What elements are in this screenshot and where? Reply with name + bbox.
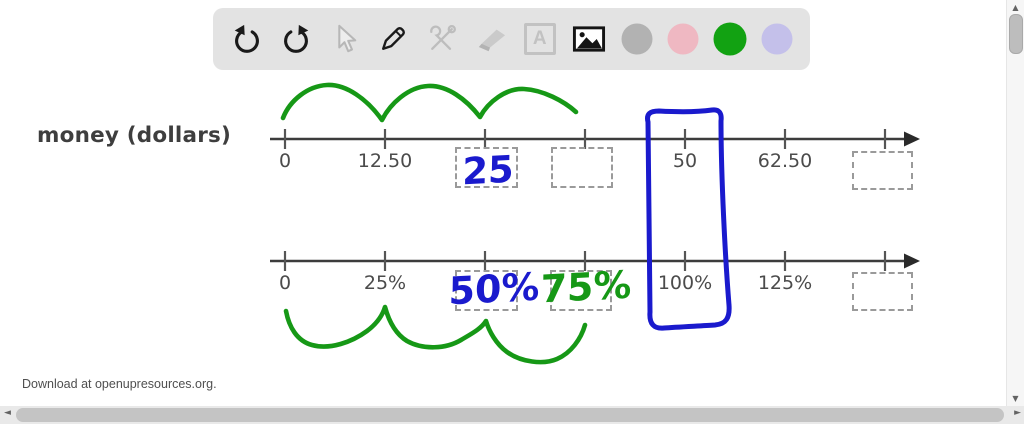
crossed-tools-icon <box>430 25 456 50</box>
color-swatch-green[interactable] <box>713 19 747 59</box>
bottom-tick-100: 100% <box>657 272 713 294</box>
answer-box-dollars-end <box>852 151 913 190</box>
top-number-line <box>270 129 920 149</box>
scroll-left-arrow-icon[interactable]: ◄ <box>4 408 11 418</box>
top-tick-12-50: 12.50 <box>357 150 413 172</box>
color-swatch-gray[interactable] <box>620 19 654 59</box>
image-icon <box>572 26 605 52</box>
answer-box-dollars-25 <box>455 147 518 188</box>
bottom-tick-25: 25% <box>363 272 407 294</box>
text-tool-icon: A <box>523 23 556 55</box>
vertical-scrollbar[interactable]: ▲ ▼ <box>1006 0 1024 406</box>
top-tick-50: 50 <box>672 150 698 172</box>
eraser-icon <box>478 29 505 52</box>
tools-button[interactable] <box>424 19 460 59</box>
vertical-scrollbar-thumb[interactable] <box>1009 14 1023 54</box>
horizontal-scrollbar[interactable]: ◄ ► <box>0 406 1024 424</box>
bottom-tick-125: 125% <box>757 272 813 294</box>
green-brace-bottom <box>283 304 588 365</box>
gray-color-icon <box>621 23 653 55</box>
insert-image-button[interactable] <box>571 19 607 59</box>
scroll-right-arrow-icon[interactable]: ► <box>1014 408 1021 418</box>
axis-label-money: money (dollars) <box>37 123 232 148</box>
answer-box-percent-50 <box>455 270 518 311</box>
lavender-color-icon <box>761 23 793 55</box>
cursor-icon <box>338 24 357 53</box>
select-cursor-button[interactable] <box>327 19 363 59</box>
bottom-number-line <box>270 251 920 271</box>
pen-icon <box>382 27 406 50</box>
pen-tool-button[interactable] <box>375 19 411 59</box>
drawing-toolbar: A <box>213 8 810 70</box>
color-swatch-pink[interactable] <box>666 19 700 59</box>
answer-box-dollars-blank <box>551 147 613 188</box>
eraser-button[interactable] <box>473 19 509 59</box>
pink-color-icon <box>667 23 699 55</box>
horizontal-scrollbar-thumb[interactable] <box>16 408 1004 422</box>
text-tool-button[interactable]: A <box>522 19 558 59</box>
download-note: Download at openupresources.org. <box>22 377 217 391</box>
undo-icon <box>234 24 259 53</box>
top-tick-62-50: 62.50 <box>757 150 813 172</box>
color-swatch-lavender[interactable] <box>760 19 794 59</box>
answer-box-percent-75 <box>550 270 612 311</box>
bottom-tick-0: 0 <box>278 272 292 294</box>
top-tick-0: 0 <box>278 150 292 172</box>
green-color-icon <box>713 22 747 56</box>
redo-button[interactable] <box>278 19 314 59</box>
scroll-up-arrow-icon[interactable]: ▲ <box>1012 3 1019 12</box>
scroll-down-arrow-icon[interactable]: ▼ <box>1012 394 1019 403</box>
undo-button[interactable] <box>229 19 265 59</box>
redo-icon <box>283 24 308 53</box>
blue-highlight-rectangle <box>645 107 732 331</box>
answer-box-percent-end <box>852 272 913 311</box>
green-brace-top <box>280 82 579 123</box>
